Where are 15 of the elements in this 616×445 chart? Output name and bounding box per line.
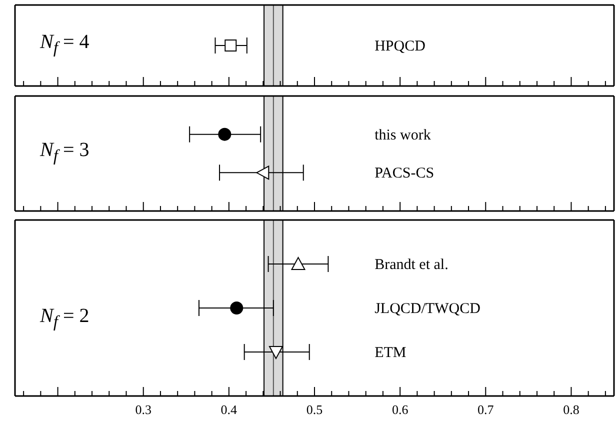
x-tick-label: 0.3 [135,402,152,417]
x-tick-label: 0.4 [220,402,238,417]
x-tick-label: 0.6 [392,402,409,417]
x-tick-label: 0.5 [306,402,323,417]
y-tick-label: HPQCD [374,38,426,54]
annotation: N$_{f}$ = 4 [40,31,90,58]
y-tick-label: JLQCD/TWQCD [374,301,481,317]
annotation: N$_{f}$ = 2 [40,305,90,332]
x-tick-label: 0.7 [478,402,494,417]
y-tick-label: PACS-CS [374,166,434,182]
y-tick-label: ETM [374,345,406,361]
annotation: N$_{f}$ = 3 [40,139,90,166]
x-tick-label: 0.8 [563,402,580,417]
y-tick-label: this work [374,127,432,144]
y-tick-label: Brandt et al. [374,257,448,273]
